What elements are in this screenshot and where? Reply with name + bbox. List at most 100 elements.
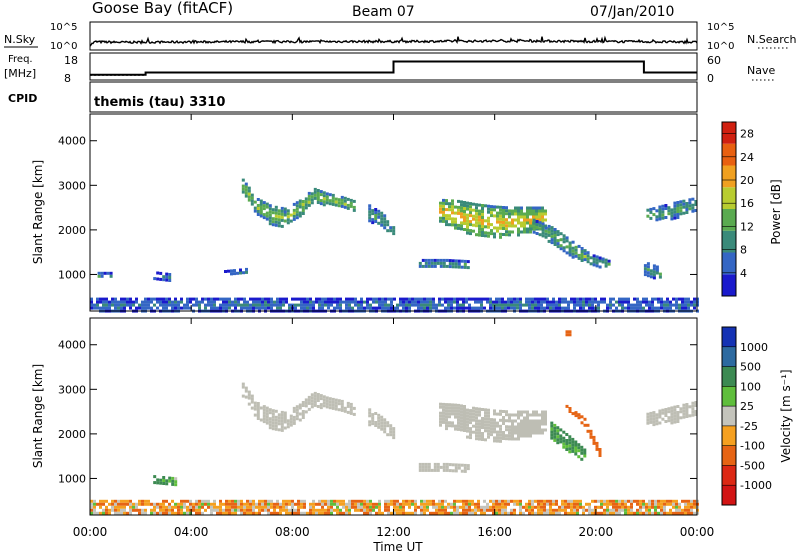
scatter-cell — [162, 482, 166, 485]
scatter-cell — [445, 258, 449, 262]
scatter-cell — [660, 502, 663, 506]
scatter-cell — [663, 502, 666, 506]
scatter-cell — [655, 422, 659, 426]
scatter-cell — [627, 499, 630, 503]
scatter-cell — [544, 410, 547, 414]
scatter-cell — [490, 427, 493, 431]
scatter-cell — [529, 227, 532, 231]
scatter-cell — [390, 306, 393, 310]
scatter-cell — [606, 499, 609, 503]
scatter-cell — [502, 224, 505, 227]
scatter-cell — [553, 435, 557, 439]
scatter-cell — [484, 231, 487, 235]
scatter-cell — [508, 215, 511, 219]
scatter-cell — [496, 214, 499, 218]
scatter-cell — [351, 505, 354, 509]
scatter-cell — [396, 306, 399, 310]
scatter-cell — [462, 508, 465, 512]
scatter-cell — [519, 508, 522, 512]
scatter-cell — [377, 413, 381, 417]
scatter-cell — [526, 206, 529, 210]
scatter-cell — [237, 499, 240, 503]
scatter-cell — [445, 202, 448, 206]
scatter-cell — [667, 407, 671, 411]
scatter-cell — [505, 413, 508, 417]
scatter-cell — [648, 502, 651, 506]
scatter-cell — [483, 508, 486, 512]
scatter-cell — [471, 502, 474, 506]
scatter-cell — [547, 227, 551, 231]
scatter-cell — [490, 223, 493, 227]
scatter-cell — [219, 502, 222, 506]
scatter-cell — [630, 499, 633, 503]
scatter-cell — [555, 511, 558, 515]
scatter-cell — [420, 306, 423, 310]
scatter-cell — [383, 427, 387, 431]
scatter-cell — [405, 502, 408, 506]
scatter-cell — [448, 412, 451, 416]
scatter-cell — [541, 231, 545, 235]
scatter-cell — [129, 508, 132, 512]
scatter-cell — [162, 479, 166, 482]
scatter-cell — [478, 425, 481, 429]
scatter-cell — [466, 420, 469, 424]
scatter-cell — [384, 300, 387, 304]
scatter-cell — [252, 511, 255, 515]
scatter-cell — [247, 195, 251, 199]
scatter-cell — [216, 297, 219, 301]
scatter-cell — [313, 400, 317, 404]
scatter-cell — [556, 233, 560, 237]
scatter-cell — [345, 297, 348, 301]
scatter-cell — [316, 399, 320, 402]
scatter-cell — [576, 499, 579, 503]
scatter-cell — [310, 396, 314, 400]
scatter-cell — [655, 215, 659, 219]
scatter-cell — [579, 297, 582, 301]
scatter-cell — [177, 511, 180, 515]
scatter-cell — [147, 297, 150, 301]
scatter-cell — [442, 468, 446, 472]
scatter-cell — [441, 505, 444, 509]
scatter-cell — [210, 508, 213, 512]
scatter-cell — [687, 508, 690, 512]
scatter-cell — [374, 217, 378, 220]
scatter-cell — [243, 508, 246, 512]
scatter-cell — [368, 213, 372, 217]
scatter-cell — [501, 303, 504, 307]
scatter-cell — [282, 297, 285, 301]
scatter-cell — [496, 421, 499, 425]
scatter-cell — [498, 511, 501, 515]
scatter-cell — [604, 258, 608, 262]
scatter-cell — [541, 212, 544, 216]
scatter-cell — [262, 420, 266, 424]
scatter-cell — [474, 511, 477, 515]
scatter-cell — [90, 306, 93, 310]
scatter-cell — [672, 499, 675, 503]
scatter-cell — [519, 300, 522, 304]
scatter-cell — [448, 409, 451, 413]
scatter-cell — [265, 214, 269, 218]
scatter-cell — [460, 221, 463, 225]
scatter-cell — [678, 508, 681, 512]
scatter-cell — [546, 508, 549, 512]
scatter-cell — [96, 306, 99, 310]
scatter-cell — [646, 208, 650, 212]
scatter-cell — [349, 201, 353, 205]
scatter-cell — [469, 409, 472, 413]
scatter-cell — [556, 438, 560, 442]
scatter-cell — [414, 502, 417, 506]
scatter-cell — [589, 262, 593, 266]
scatter-cell — [307, 407, 311, 411]
scatter-cell — [465, 508, 468, 512]
scatter-cell — [126, 499, 129, 503]
scatter-cell — [676, 207, 680, 210]
scatter-cell — [627, 511, 630, 515]
scatter-cell — [538, 422, 541, 426]
scatter-cell — [96, 300, 99, 304]
scatter-cell — [438, 300, 441, 304]
scatter-cell — [679, 200, 683, 204]
scatter-cell — [454, 469, 458, 473]
scatter-cell — [481, 213, 484, 216]
scatter-cell — [504, 303, 507, 307]
